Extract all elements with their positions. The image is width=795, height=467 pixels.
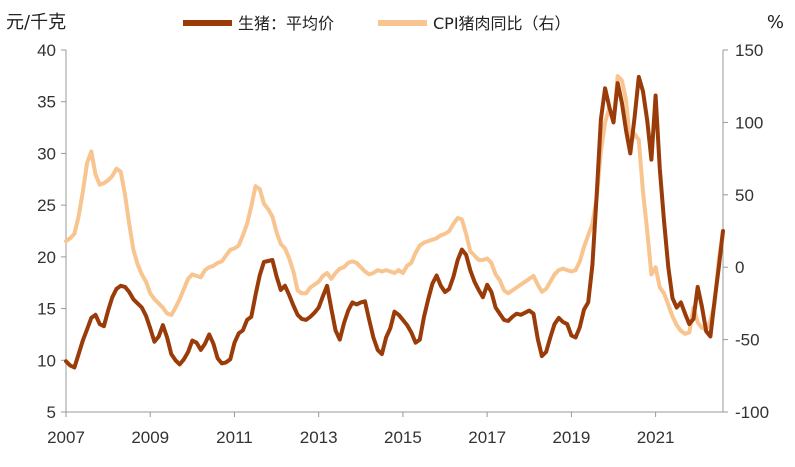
x-tick-label: 2019: [552, 428, 590, 447]
series-line-pig-average-price: [64, 74, 725, 370]
left-axis-ticks: 5 10 15 20 25 30 35 40: [37, 41, 66, 422]
left-tick-label: 10: [37, 351, 56, 370]
x-tick-label: 2013: [300, 428, 338, 447]
right-tick-label: -50: [735, 331, 760, 350]
right-tick-label: 0: [735, 258, 744, 277]
right-axis-ticks: -100 -50 0 50 100 150: [723, 41, 769, 422]
left-tick-label: 30: [37, 144, 56, 163]
right-tick-label: 100: [735, 113, 763, 132]
legend-label-pig-price: 生猪：平均价: [238, 14, 334, 33]
x-tick-label: 2021: [637, 428, 675, 447]
legend: 生猪：平均价 CPI猪肉同比（右）: [183, 14, 571, 33]
x-tick-label: 2017: [468, 428, 506, 447]
left-tick-label: 15: [37, 300, 56, 319]
x-tick-label: 2009: [131, 428, 169, 447]
left-tick-label: 20: [37, 248, 56, 267]
left-tick-label: 35: [37, 93, 56, 112]
x-tick-label: 2011: [216, 428, 253, 447]
right-tick-label: 50: [735, 186, 754, 205]
right-axis-unit: %: [767, 12, 784, 33]
left-tick-label: 25: [37, 196, 56, 215]
x-tick-label: 2007: [47, 428, 85, 447]
x-axis-ticks: 2007 2009 2011 2013 2015 2017 2019 2021: [47, 412, 675, 447]
right-tick-label: 150: [735, 41, 763, 60]
x-tick-label: 2015: [384, 428, 422, 447]
right-tick-label: -100: [735, 403, 769, 422]
legend-label-cpi-pork: CPI猪肉同比（右）: [433, 14, 571, 33]
left-tick-label: 40: [37, 41, 56, 60]
left-axis-unit: 元/千克: [6, 12, 66, 33]
left-tick-label: 5: [47, 403, 56, 422]
